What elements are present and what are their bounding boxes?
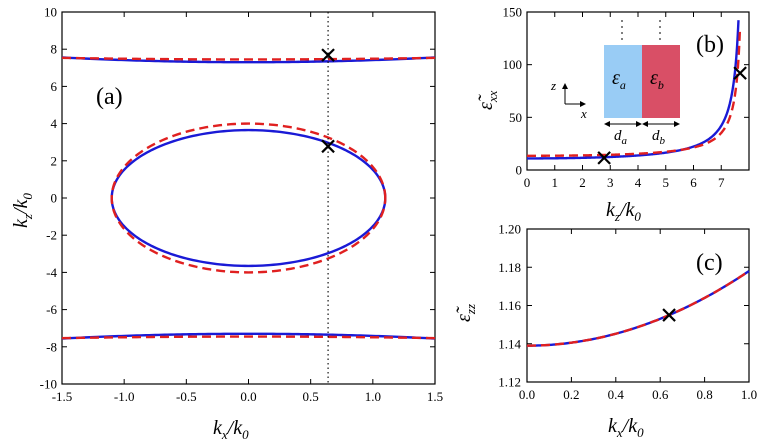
panel-b-xtick-label-1: 1 xyxy=(552,175,559,190)
panel-a-xtick-label-5: 1.0 xyxy=(365,389,381,404)
panel-a-ytick-label-7: 4 xyxy=(51,116,58,131)
panel-b-curve-red xyxy=(527,29,742,157)
panel-c-curves xyxy=(527,270,750,347)
panel-c-xtick-label-3: 0.6 xyxy=(652,387,669,402)
panel-b-ytick-label-0: 0 xyxy=(516,163,523,178)
layer-b xyxy=(642,45,680,118)
inset-axis-x-label: x xyxy=(580,106,587,121)
inset-db-arrowhead-left xyxy=(642,121,648,127)
panel-b-curve-blue xyxy=(527,20,740,160)
panel-b-xtick-label-7: 7 xyxy=(718,175,725,190)
panel-b-xtick-label-5: 5 xyxy=(663,175,670,190)
panel-a-xtick-label-6: 1.5 xyxy=(427,389,443,404)
panel-c-ytick-label-0: 1.12 xyxy=(498,375,521,390)
panel-b-xtick-label-4: 4 xyxy=(635,175,642,190)
panel-b: 0 1 2 3 4 5 6 7 0 50 100 150 (b) kz/k0 ε̃xx εa εb d… xyxy=(475,5,750,224)
panel-a-label: (a) xyxy=(96,84,123,110)
panel-c-label: (c) xyxy=(696,250,723,276)
panel-b-marker-1 xyxy=(733,66,747,80)
panel-a-xtick-label-2: -0.5 xyxy=(176,389,197,404)
panel-c-xlabel: kx/k0 xyxy=(608,415,644,440)
panel-a-ylabel: kz/k0 xyxy=(10,193,35,228)
panel-c-xtick-label-1: 0.2 xyxy=(563,387,579,402)
panel-a-ytick-label-3: -4 xyxy=(46,265,57,280)
layer-b-label: εb xyxy=(650,67,664,92)
layer-a-label: εa xyxy=(612,67,626,92)
panel-c-xtick-label-0: 0.0 xyxy=(519,387,535,402)
panel-c-marker-0 xyxy=(662,308,676,322)
panel-c-ylabel: ε̃zz xyxy=(453,304,478,322)
inset-db-arrowhead-right xyxy=(674,121,680,127)
panel-a-xtick-label-1: -1.0 xyxy=(114,389,135,404)
panel-b-xtick-label-6: 6 xyxy=(690,175,697,190)
panel-b-marker-0 xyxy=(597,151,611,165)
inset-axis-z-head xyxy=(562,83,568,89)
panel-a-xtick-label-3: 0.0 xyxy=(240,389,256,404)
inset-axis-z-label: z xyxy=(550,78,556,93)
panel-b-label: (b) xyxy=(696,32,724,58)
panel-c-curve-red xyxy=(527,270,750,347)
panel-c-xtick-label-2: 0.4 xyxy=(608,387,625,402)
panel-a: -1.5 -1.0 -0.5 0.0 0.5 1.0 1.5 -10 -8 -6 -4 -2 0 2 4 6 8… xyxy=(10,5,443,443)
panel-b-xtick-label-0: 0 xyxy=(524,175,531,190)
panel-b-ticks: 0 1 2 3 4 5 6 7 0 50 100 150 xyxy=(503,5,749,190)
panel-a-marker-1 xyxy=(321,139,335,154)
panel-a-ytick-label-2: -6 xyxy=(46,302,57,317)
inset-da-arrowhead-right xyxy=(636,121,642,127)
panel-a-markers xyxy=(321,48,335,154)
panel-c: 0.0 0.2 0.4 0.6 0.8 1.0 1.12 1.14 1.16 1.18 1.20 (… xyxy=(453,222,757,441)
panel-b-markers xyxy=(597,66,747,165)
panel-c-ytick-label-4: 1.20 xyxy=(498,222,521,237)
layer-a xyxy=(604,45,642,118)
panel-c-ytick-label-3: 1.18 xyxy=(498,260,521,275)
panel-b-ytick-label-3: 150 xyxy=(503,5,523,20)
panel-a-ytick-label-8: 6 xyxy=(51,79,58,94)
panel-a-xtick-label-0: -1.5 xyxy=(52,389,73,404)
panel-b-ytick-label-2: 100 xyxy=(503,57,523,72)
inset-da-arrowhead-left xyxy=(604,121,610,127)
panel-a-branch-lower-blue xyxy=(61,332,436,340)
inset-db-label: db xyxy=(652,128,666,147)
panel-c-ticks: 0.0 0.2 0.4 0.6 0.8 1.0 1.12 1.14 1.16 1.18 1.20 xyxy=(498,222,757,403)
panel-a-ticks: -1.5 -1.0 -0.5 0.0 0.5 1.0 1.5 -10 -8 -6 -4 -2 0 2 4 6 8… xyxy=(40,5,443,405)
panel-a-ytick-label-9: 8 xyxy=(51,42,58,57)
panel-c-xtick-label-4: 0.8 xyxy=(696,387,712,402)
panel-b-curves xyxy=(527,20,742,160)
panel-c-markers xyxy=(662,308,676,322)
panel-b-xlabel: kz/k0 xyxy=(606,199,641,224)
panel-a-marker-0 xyxy=(321,48,335,62)
panel-a-xlabel: kx/k0 xyxy=(213,417,249,442)
panel-a-ytick-label-4: -2 xyxy=(46,228,57,243)
panel-a-frame xyxy=(61,11,436,385)
panel-a-branch-lower-red xyxy=(61,335,436,340)
panel-c-curve-blue xyxy=(527,270,750,347)
panel-a-ellipse-red xyxy=(110,122,387,274)
panel-a-ytick-label-0: -10 xyxy=(40,377,57,392)
panel-a-ytick-label-10: 10 xyxy=(44,5,57,20)
panel-a-ellipse-blue xyxy=(110,128,387,268)
panel-a-ytick-label-6: 2 xyxy=(51,153,58,168)
panel-a-branch-upper-blue xyxy=(61,56,436,64)
panel-a-curves xyxy=(61,12,436,384)
panel-c-xtick-label-5: 1.0 xyxy=(741,387,757,402)
panel-b-xtick-label-2: 2 xyxy=(579,175,586,190)
panel-a-branch-upper-red xyxy=(61,56,436,61)
panel-b-xtick-label-3: 3 xyxy=(607,175,614,190)
panel-b-ylabel: ε̃xx xyxy=(475,90,500,110)
inset-axis-x-head xyxy=(580,101,586,107)
panel-a-xtick-label-4: 0.5 xyxy=(303,389,319,404)
layer-inset: εa εb da db z x xyxy=(550,20,680,147)
panel-a-ytick-label-5: 0 xyxy=(51,191,58,206)
panel-b-ytick-label-1: 50 xyxy=(509,110,522,125)
inset-da-label: da xyxy=(614,128,628,147)
panel-c-ytick-label-2: 1.16 xyxy=(498,298,521,313)
panel-a-ytick-label-1: -8 xyxy=(46,339,57,354)
panel-c-ytick-label-1: 1.14 xyxy=(498,336,521,351)
